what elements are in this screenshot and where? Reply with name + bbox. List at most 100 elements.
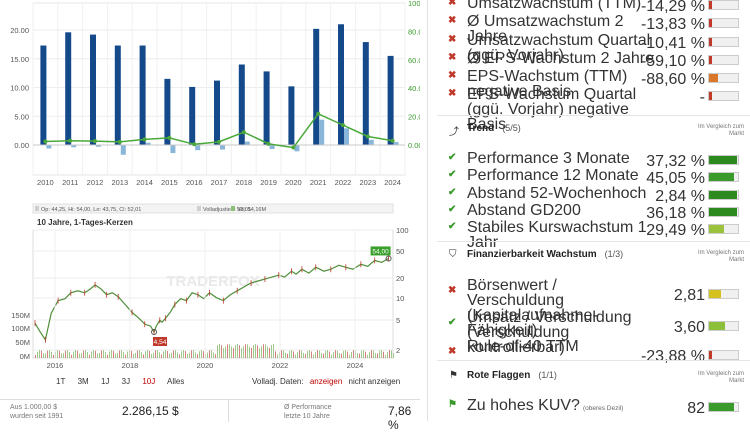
criterion-value: -59,10 %: [640, 53, 705, 70]
revenue-bar: [164, 78, 171, 145]
volume-bar: [385, 354, 386, 358]
finance-title: Finanzierbarkeit Wachstum (1/3): [467, 249, 624, 260]
volume-bar: [241, 348, 242, 358]
score-bar-fill: [709, 290, 721, 298]
volume-bar: [321, 352, 322, 358]
period-3m[interactable]: 3M: [77, 377, 89, 386]
fail-icon: ✖: [448, 346, 457, 357]
criterion-value: 45,05 %: [646, 170, 705, 187]
volladj-toggle: Volladj. Daten: anzeigen nicht anzeigen: [252, 377, 400, 386]
score-bar-fill: [709, 74, 718, 82]
volume-bar: [311, 351, 312, 358]
year-label: 2019: [260, 178, 277, 187]
period-10j[interactable]: 10J: [142, 377, 156, 386]
eps-bar: [220, 145, 225, 150]
volume-bar: [371, 350, 372, 358]
score-bar: [708, 321, 739, 331]
year-label: 2021: [310, 178, 327, 187]
flag-green-icon: ⚑: [448, 399, 457, 410]
volume-bar: [203, 351, 204, 358]
volume-bar: [247, 344, 248, 358]
volume-bar: [221, 345, 222, 358]
legend-strip: [32, 203, 394, 214]
volume-bar: [393, 353, 394, 358]
volume-bar: [343, 350, 344, 358]
period-1j[interactable]: 1J: [100, 377, 110, 386]
criterion-label: Performance 3 Monate: [467, 150, 630, 167]
section-divider: [437, 115, 750, 116]
score-bar: [708, 172, 739, 182]
volume-bar: [379, 350, 380, 358]
criterion-label: Stabiles Kurswachstum 1 Jahr: [467, 219, 647, 251]
volume-bar: [359, 353, 360, 358]
price-tick-label: 5: [396, 316, 400, 325]
criterion-label: EPS-Wachstum Quartal (ggü. Vorjahr) nega…: [467, 86, 637, 133]
pass-icon: ✔: [448, 221, 457, 232]
right-tick-label: 20.00: [408, 113, 420, 122]
volume-bar: [337, 350, 338, 358]
fail-icon: ✖: [448, 88, 457, 99]
revenue-bar: [238, 64, 245, 145]
volume-bar: [289, 350, 290, 358]
score-bar: [708, 91, 739, 101]
price-line: [34, 257, 389, 342]
right-tick-label: 60.00: [408, 56, 420, 65]
year-label: 2010: [37, 178, 54, 187]
volume-bar: [139, 350, 140, 358]
pass-icon: ✔: [448, 152, 457, 163]
fail-icon: ✖: [448, 15, 457, 26]
volume-bar: [357, 353, 358, 358]
left-panel: 20.0015.0010.005.000.00100.0080.0060.004…: [0, 0, 420, 432]
score-bar-fill: [709, 156, 737, 164]
year-label: 2017: [211, 178, 228, 187]
volume-tick-label: 50M: [15, 338, 30, 347]
criteria-panel: ✖ Umsatzwachstum (TTM) -14,29 % ✖ Ø Umsatzwa…: [437, 0, 750, 421]
volume-bar: [301, 350, 302, 358]
volume-bar: [175, 350, 176, 358]
period-alles[interactable]: Alles: [167, 377, 185, 386]
volladj-label: Volladj. Daten:: [252, 377, 304, 386]
price-tick-label: 2: [396, 346, 400, 355]
volume-bar: [315, 352, 316, 358]
volume-bar: [119, 350, 120, 358]
period-selector: 1T 3M 1J 3J 10J Alles: [56, 377, 194, 386]
eps-bar: [368, 139, 374, 145]
volume-bar: [169, 353, 170, 358]
volume-bar: [69, 351, 70, 358]
year-label: 2018: [235, 178, 252, 187]
compare-label: Im Vergleich zum Markt: [697, 124, 744, 137]
criterion-value: -88,60 %: [640, 71, 705, 88]
volume-bar: [215, 354, 216, 358]
eps-bar: [120, 145, 126, 155]
growth-point: [390, 138, 395, 143]
volume-bar: [209, 350, 210, 358]
volume-bar: [133, 353, 134, 358]
growth-point: [142, 137, 147, 142]
volume-bar: [297, 352, 298, 358]
perf-sub-1: Ø Performance: [284, 404, 332, 411]
volladj-on[interactable]: anzeigen: [309, 377, 343, 386]
period-1t[interactable]: 1T: [56, 377, 66, 386]
revenue-bar: [65, 32, 72, 145]
volume-bar: [267, 346, 268, 358]
legend-swatch: [197, 206, 201, 211]
volume-bar: [331, 354, 332, 358]
score-bar: [708, 155, 739, 165]
volume-bar: [381, 350, 382, 358]
volume-bar: [59, 350, 60, 358]
compare-label: Im Vergleich zum Markt: [697, 250, 744, 263]
revenue-bar: [387, 55, 394, 145]
eps-bar: [170, 145, 176, 154]
volladj-off[interactable]: nicht anzeigen: [348, 377, 401, 386]
volume-bar: [251, 347, 252, 358]
year-label: 2014: [136, 178, 153, 187]
volume-bar: [145, 351, 146, 358]
stats-divider: [228, 400, 229, 422]
price-tick-label: 100: [396, 226, 409, 235]
score-bar: [708, 18, 739, 28]
volume-bar: [363, 350, 364, 358]
score-bar-fill: [709, 225, 724, 233]
period-3j[interactable]: 3J: [121, 377, 131, 386]
legend-text: Volladjustiert: 52,01: [203, 207, 251, 213]
legend-text: Vol: 54,16M: [237, 207, 266, 213]
